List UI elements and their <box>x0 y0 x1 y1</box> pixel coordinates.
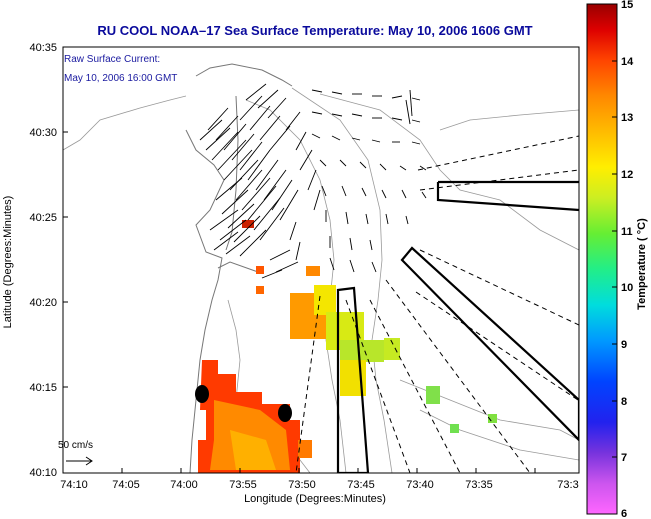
colorbar-tick: 7 <box>621 452 627 464</box>
colorbar-label: Temperature ( °C) <box>636 218 648 310</box>
x-tick-label: 74:05 <box>112 479 140 491</box>
y-tick-label: 40:25 <box>29 212 57 224</box>
colorbar-tick: 13 <box>621 112 633 124</box>
y-tick-label: 40:20 <box>29 297 57 309</box>
y-tick-label: 40:35 <box>29 42 57 54</box>
x-tick-label: 73:45 <box>347 479 375 491</box>
x-tick-label: 73:3 <box>557 479 578 491</box>
x-tick-label: 73:35 <box>465 479 493 491</box>
beam-boxes <box>336 180 579 473</box>
colorbar-tick: 14 <box>621 56 634 68</box>
plot-area <box>62 46 580 474</box>
colorbar-tick: 9 <box>621 339 627 351</box>
annotation-line1: Raw Surface Current: <box>64 54 160 65</box>
colorbar-tick: 12 <box>621 169 633 181</box>
colorbar: 15 14 13 12 11 10 9 8 7 6 Temperature ( … <box>586 0 648 519</box>
y-tick-label: 40:10 <box>29 467 57 479</box>
y-tick-label: 40:15 <box>29 382 57 394</box>
x-tick-label: 73:50 <box>288 479 316 491</box>
colorbar-tick: 11 <box>621 226 633 238</box>
x-axis-label: Longitude (Degrees:Minutes) <box>244 493 386 505</box>
colorbar-tick: 8 <box>621 396 627 408</box>
annotation-line2: May 10, 2006 16:00 GMT <box>64 73 177 84</box>
current-vectors-offshore <box>311 89 427 273</box>
x-tick-label: 73:40 <box>406 479 434 491</box>
x-axis: 74:10 74:05 74:00 73:55 73:50 73:45 73:4… <box>60 479 578 491</box>
x-tick-label: 73:55 <box>229 479 257 491</box>
y-tick-label: 40:30 <box>29 127 57 139</box>
x-tick-label: 74:10 <box>60 479 88 491</box>
sst-patches <box>195 220 497 473</box>
y-axis-label: Latitude (Degrees:Minutes) <box>2 196 14 329</box>
current-vectors <box>199 83 321 279</box>
coastline <box>185 63 293 473</box>
colorbar-tick: 15 <box>621 0 633 11</box>
colorbar-tick: 10 <box>621 282 633 294</box>
y-axis: 40:35 40:30 40:25 40:20 40:15 40:10 <box>29 42 57 479</box>
colorbar-tick: 6 <box>621 508 627 519</box>
x-tick-label: 74:00 <box>170 479 198 491</box>
scale-arrow <box>66 456 93 466</box>
scale-label: 50 cm/s <box>58 440 93 451</box>
map-title: RU COOL NOAA–17 Sea Surface Temperature:… <box>97 23 532 38</box>
